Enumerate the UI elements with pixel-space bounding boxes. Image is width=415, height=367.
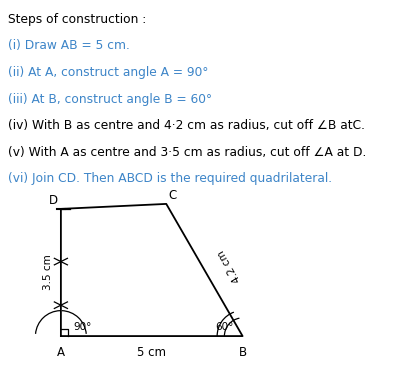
Text: (v) With A as centre and 3·5 cm as radius, cut off ∠A at D.: (v) With A as centre and 3·5 cm as radiu… — [8, 146, 367, 159]
Text: 60°: 60° — [215, 323, 234, 333]
Text: (i) Draw AB = 5 cm.: (i) Draw AB = 5 cm. — [8, 40, 130, 52]
Text: 90°: 90° — [73, 322, 92, 332]
Text: C: C — [169, 189, 177, 202]
Text: (iv) With B as centre and 4·2 cm as radius, cut off ∠B atC.: (iv) With B as centre and 4·2 cm as radi… — [8, 119, 365, 132]
Text: (vi) Join CD. Then ABCD is the required quadrilateral.: (vi) Join CD. Then ABCD is the required … — [8, 172, 332, 185]
Text: D: D — [49, 194, 59, 207]
Text: B: B — [239, 346, 247, 359]
Text: 3.5 cm: 3.5 cm — [43, 255, 53, 290]
Text: A: A — [57, 346, 65, 359]
Text: (iii) At B, construct angle B = 60°: (iii) At B, construct angle B = 60° — [8, 92, 212, 106]
Text: 4.2 cm: 4.2 cm — [216, 248, 243, 284]
Text: (ii) At A, construct angle A = 90°: (ii) At A, construct angle A = 90° — [8, 66, 209, 79]
Text: 5 cm: 5 cm — [137, 346, 166, 359]
Text: Steps of construction :: Steps of construction : — [8, 13, 146, 26]
